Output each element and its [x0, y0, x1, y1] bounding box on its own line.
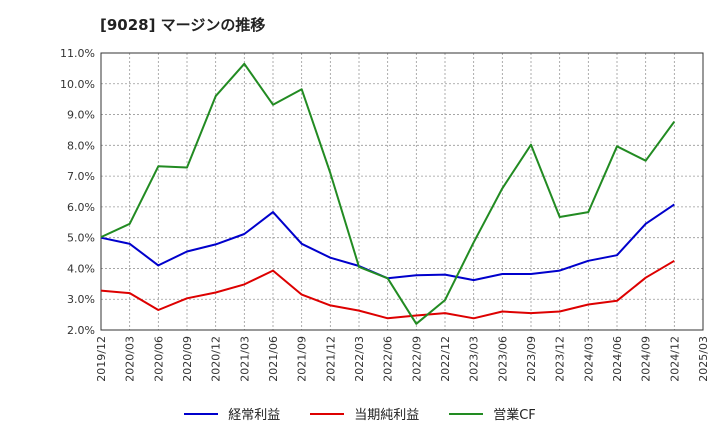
series-line-2	[100, 62, 676, 325]
x-tick-label: 2023/03	[468, 336, 481, 382]
x-tick-label: 2020/09	[181, 336, 194, 382]
y-tick-label: 3.0%	[67, 293, 95, 306]
x-tick-label: 2024/12	[668, 336, 681, 382]
x-tick-label: 2021/03	[238, 336, 251, 382]
x-tick-label: 2019/12	[95, 336, 108, 382]
x-tick-label: 2020/03	[124, 336, 137, 382]
x-tick-label: 2024/03	[582, 336, 595, 382]
legend-label-net-income: 当期純利益	[354, 408, 420, 423]
legend-item-recurring-profit: 経常利益	[184, 404, 280, 423]
x-tick-label: 2020/06	[152, 336, 165, 382]
x-tick-label: 2022/06	[382, 336, 395, 382]
x-tick-label: 2020/12	[210, 336, 223, 382]
x-tick-label: 2022/12	[439, 336, 452, 382]
legend-swatch-recurring-profit	[184, 412, 219, 415]
legend-swatch-net-income	[310, 412, 345, 415]
x-tick-label: 2021/09	[296, 336, 309, 382]
y-tick-label: 6.0%	[67, 201, 95, 214]
legend-label-operating-cf: 営業CF	[493, 408, 536, 423]
series-line-1	[100, 259, 675, 320]
y-tick-label: 5.0%	[67, 232, 95, 245]
chart-title: [9028] マージンの推移	[100, 16, 266, 34]
legend-item-net-income: 当期純利益	[310, 404, 419, 423]
x-tick-label: 2025/03	[697, 336, 710, 382]
y-tick-label: 4.0%	[67, 262, 95, 275]
y-tick-label: 7.0%	[67, 170, 95, 183]
x-tick-label: 2023/06	[496, 336, 509, 382]
legend-label-recurring-profit: 経常利益	[228, 408, 281, 423]
y-tick-label: 2.0%	[67, 324, 95, 337]
x-tick-label: 2023/09	[525, 336, 538, 382]
x-tick-label: 2023/12	[554, 336, 567, 382]
x-tick-label: 2021/12	[324, 336, 337, 382]
x-tick-label: 2022/03	[353, 336, 366, 382]
y-tick-label: 11.0%	[60, 47, 95, 60]
y-tick-label: 9.0%	[67, 109, 95, 122]
y-tick-label: 8.0%	[67, 139, 95, 152]
x-tick-label: 2022/09	[410, 336, 423, 382]
y-tick-label: 10.0%	[60, 78, 95, 91]
x-tick-label: 2024/09	[640, 336, 653, 382]
legend-swatch-operating-cf	[449, 412, 484, 415]
legend: 経常利益 当期純利益 営業CF	[0, 404, 720, 423]
plot-area-border	[100, 52, 704, 331]
legend-item-operating-cf: 営業CF	[449, 404, 536, 423]
x-tick-label: 2021/06	[267, 336, 280, 382]
x-tick-label: 2024/06	[611, 336, 624, 382]
